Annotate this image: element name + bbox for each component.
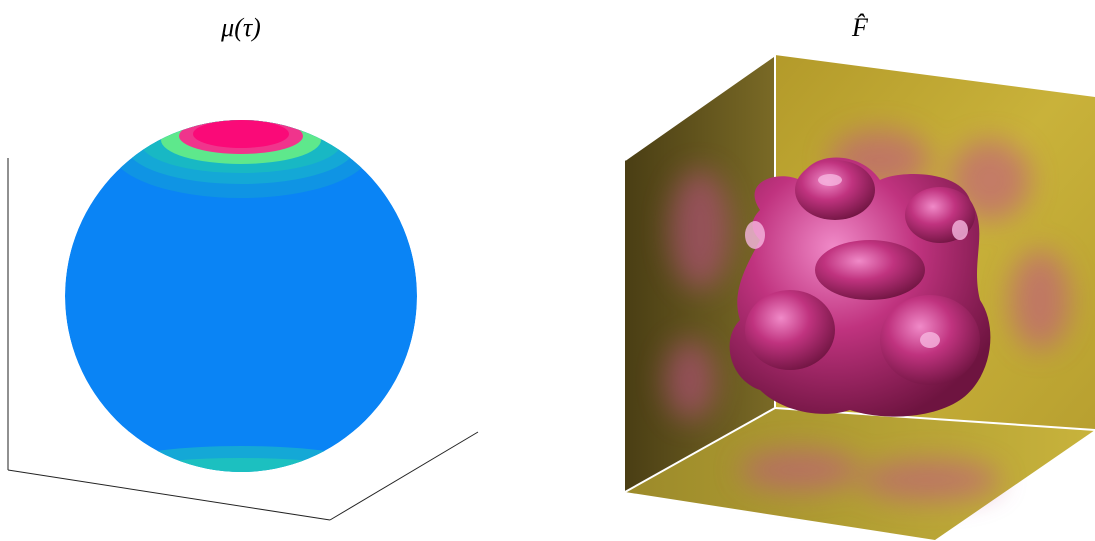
axes-box: [7, 158, 479, 521]
isosurface: [729, 157, 991, 417]
floor: [625, 408, 1095, 540]
projections: [665, 130, 1070, 500]
sphere: [65, 120, 417, 472]
left-panel: μ(τ): [7, 13, 479, 521]
panel-title: μ(τ): [220, 13, 261, 42]
panel-title: F̂: [851, 13, 869, 42]
highlights: [745, 174, 968, 348]
right-panel: F̂: [624, 13, 1095, 540]
